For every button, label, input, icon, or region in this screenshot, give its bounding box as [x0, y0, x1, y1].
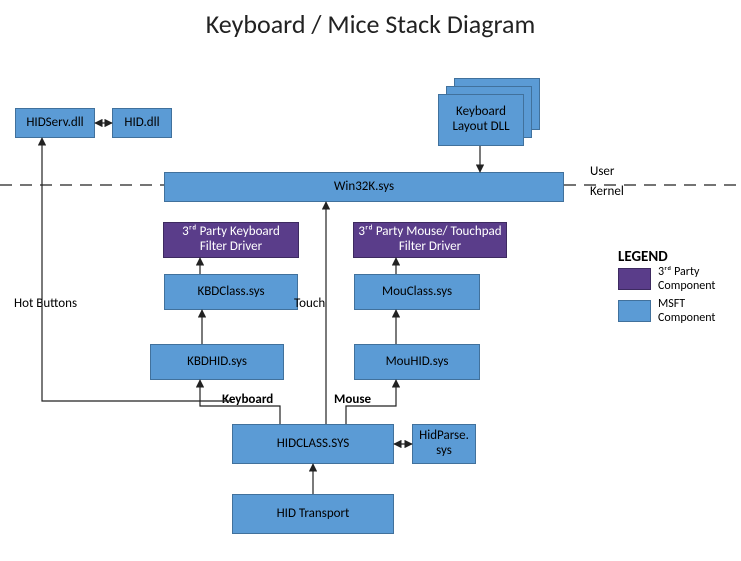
node-label: MouClass.sys [382, 285, 452, 300]
label-mouse: Mouse [334, 392, 371, 407]
label-kernel: Kernel [590, 184, 624, 199]
node-label: 3ʳᵈ Party Keyboard Filter Driver [168, 225, 294, 255]
node-moufilter: 3ʳᵈ Party Mouse/ Touchpad Filter Driver [353, 222, 507, 258]
label-user: User [590, 164, 614, 179]
label-hotbuttons: Hot Buttons [14, 296, 77, 311]
node-hidserv: HIDServ.dll [15, 108, 95, 138]
node-label: Win32K.sys [334, 180, 394, 195]
node-label: KBDHID.sys [187, 355, 247, 370]
node-label: HIDCLASS.SYS [277, 437, 350, 452]
node-label: HIDServ.dll [26, 116, 83, 131]
legend-swatch-msft [618, 300, 651, 322]
node-hidclass: HIDCLASS.SYS [232, 424, 394, 464]
node-kbdhid: KBDHID.sys [150, 344, 284, 380]
node-kbdlayout: Keyboard Layout DLL [438, 94, 524, 146]
node-label: HID Transport [277, 507, 350, 522]
label-keyboard: Keyboard [222, 392, 273, 407]
node-mouhid: MouHID.sys [354, 344, 480, 380]
legend-label-thirdparty: 3ʳᵈ Party Component [658, 265, 738, 293]
node-label: MouHID.sys [386, 355, 449, 370]
node-label: KBDClass.sys [197, 285, 264, 300]
node-hiddll: HID.dll [112, 108, 172, 138]
node-hidtransport: HID Transport [232, 494, 394, 534]
node-label: HidParse. sys [417, 429, 471, 459]
node-label: HID.dll [124, 116, 159, 131]
legend-swatch-thirdparty [618, 268, 651, 290]
node-hidparse: HidParse. sys [412, 424, 476, 464]
diagram-title: Keyboard / Mice Stack Diagram [0, 8, 741, 40]
legend-title: LEGEND [618, 248, 668, 266]
label-touch: Touch [294, 296, 325, 311]
node-kbdfilter: 3ʳᵈ Party Keyboard Filter Driver [163, 222, 299, 258]
node-mouclass: MouClass.sys [354, 274, 480, 310]
legend-label-msft: MSFT Component [658, 297, 738, 325]
node-kbdclass: KBDClass.sys [164, 274, 298, 310]
node-label: Keyboard Layout DLL [443, 105, 519, 135]
node-label: 3ʳᵈ Party Mouse/ Touchpad Filter Driver [358, 225, 502, 255]
node-win32k: Win32K.sys [164, 172, 564, 202]
